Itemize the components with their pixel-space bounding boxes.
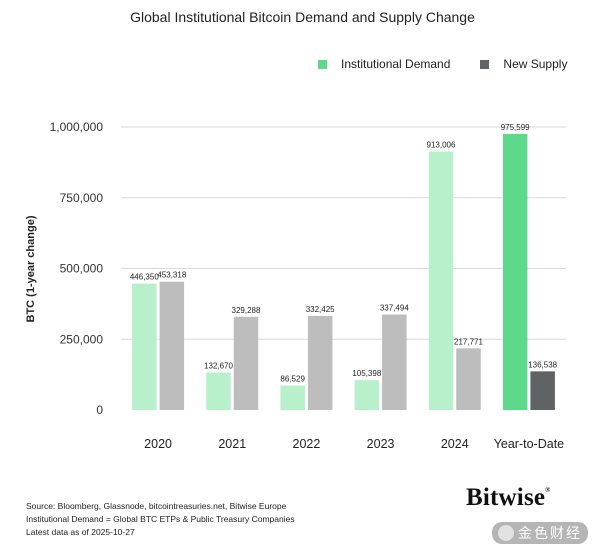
x-category-label: Year-to-Date: [494, 437, 564, 451]
legend-label-demand: Institutional Demand: [341, 57, 451, 71]
bar-new-supply: [456, 348, 481, 410]
data-label-demand: 446,350: [130, 273, 159, 282]
data-label-supply: 329,288: [232, 306, 261, 315]
bar-institutional-demand: [428, 151, 454, 410]
definition-note: Institutional Demand = Global BTC ETPs &…: [26, 514, 295, 524]
data-label-demand: 913,006: [427, 141, 456, 150]
data-label-demand: 132,670: [204, 361, 233, 370]
gridlines: [121, 126, 566, 340]
logo-text: Bitwise: [466, 484, 546, 511]
data-label-supply: 136,538: [528, 360, 557, 369]
bar-institutional-demand: [280, 385, 305, 410]
x-category-label: 2024: [441, 437, 469, 451]
chart-notes: Source: Bloomberg, Glassnode, bitcointre…: [26, 500, 295, 539]
y-tick-label: 500,000: [60, 262, 104, 276]
bitwise-logo: Bitwise®: [466, 484, 551, 512]
data-label-demand: 86,529: [280, 375, 305, 384]
bar-new-supply: [233, 316, 259, 410]
x-category-label: 2023: [367, 437, 395, 451]
x-category-label: 2020: [144, 437, 172, 451]
legend-swatch-demand: [318, 59, 327, 69]
bar-institutional-demand: [354, 380, 380, 410]
logo-registered-mark: ®: [545, 486, 551, 494]
x-axis: 2020 2021 2022 2023 2024 Year-to-Date: [144, 437, 564, 451]
latest-data-note: Latest data as of 2025-10-27: [26, 527, 135, 537]
data-label-demand: 975,599: [501, 123, 530, 132]
data-label-demand: 105,398: [352, 369, 381, 378]
bar-institutional-demand: [132, 283, 157, 410]
y-tick-label: 0: [96, 403, 103, 417]
x-category-label: 2022: [293, 437, 321, 451]
watermark-logo-icon: [498, 525, 514, 541]
watermark-text: 金色财经: [518, 525, 582, 541]
y-axis: 0 250,000 500,000 750,000 1,000,000: [50, 120, 104, 417]
legend-item-demand: Institutional Demand: [318, 57, 450, 71]
x-category-label: 2021: [218, 437, 246, 451]
data-label-supply: 453,318: [157, 271, 186, 280]
chart-legend: Institutional Demand New Supply: [318, 57, 597, 71]
bar-chart: 0 250,000 500,000 750,000 1,000,000 446,3504…: [25, 120, 566, 451]
data-label-supply: 217,771: [454, 337, 483, 346]
bar-institutional-demand: [502, 133, 528, 410]
watermark: 金色财经: [492, 522, 588, 544]
y-tick-label: 250,000: [60, 332, 104, 346]
bar-new-supply: [530, 371, 555, 410]
y-tick-label: 1,000,000: [50, 120, 104, 134]
bar-new-supply: [382, 314, 407, 410]
bar-new-supply: [159, 281, 185, 410]
source-note: Source: Bloomberg, Glassnode, bitcointre…: [26, 501, 287, 511]
bar-new-supply: [307, 315, 333, 410]
legend-swatch-supply: [480, 59, 490, 69]
data-label-supply: 337,494: [380, 303, 409, 312]
chart-title: Global Institutional Bitcoin Demand and …: [130, 9, 475, 25]
y-tick-label: 750,000: [60, 191, 104, 205]
bar-institutional-demand: [206, 372, 231, 410]
legend-label-supply: New Supply: [503, 57, 568, 71]
data-label-supply: 332,425: [306, 305, 335, 314]
legend-item-supply: New Supply: [480, 57, 567, 71]
y-axis-label: BTC (1-year change): [25, 215, 37, 322]
